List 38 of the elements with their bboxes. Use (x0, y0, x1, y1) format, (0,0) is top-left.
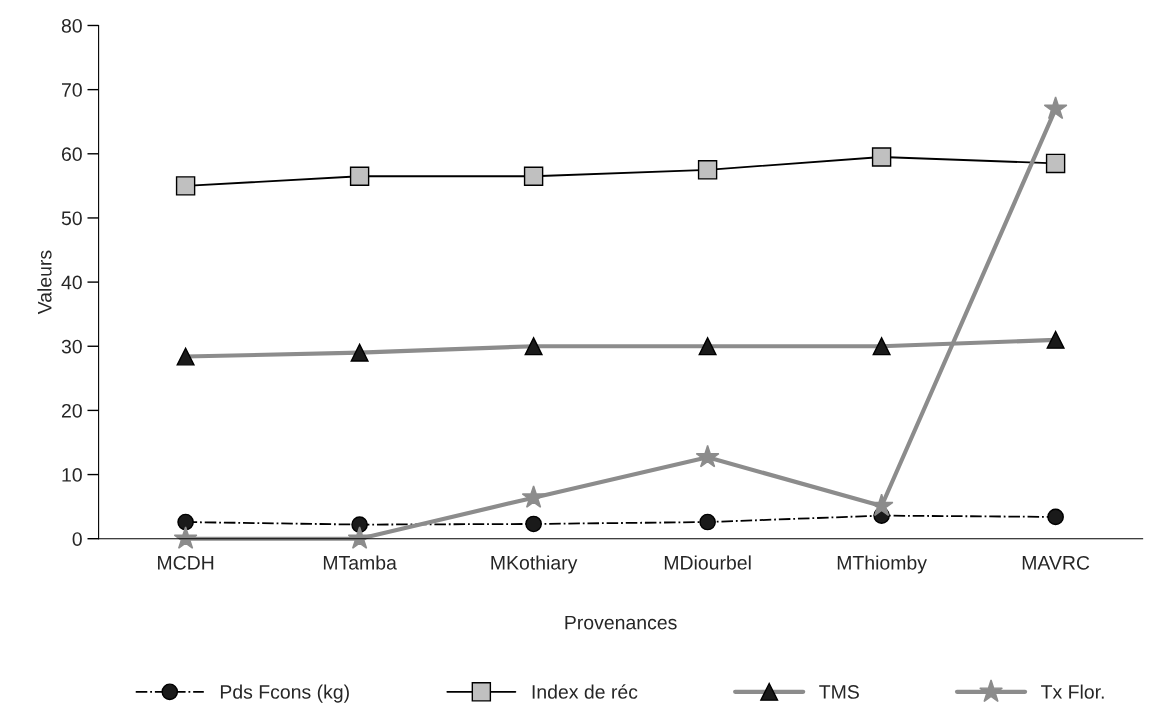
point (177, 513, 194, 531)
point (699, 513, 716, 531)
legend-label: Tx Flor. (1041, 684, 1104, 699)
legend-label: Index de réc (532, 684, 638, 699)
y-tick-label: 0 (72, 532, 82, 546)
y-tick-label: 30 (61, 339, 82, 354)
point (871, 147, 892, 167)
point (695, 444, 720, 468)
point (1047, 508, 1064, 526)
x-tick-label: MTamba (323, 555, 397, 570)
point (1045, 153, 1066, 174)
y-tick-label: 50 (61, 211, 82, 226)
y-axis-title: Valeurs (37, 250, 52, 315)
x-tick-label: MKothiary (491, 555, 578, 574)
point (349, 166, 370, 186)
legend-label: TMS (819, 685, 859, 699)
point (173, 526, 198, 549)
x-tick-label: MThiomby (837, 555, 927, 574)
y-tick-label: 60 (61, 147, 82, 162)
point (525, 515, 542, 533)
y-tick-label: 20 (61, 403, 82, 418)
point (521, 485, 546, 508)
x-tick-label: MDiourbel (664, 555, 751, 570)
y-tick-label: 70 (62, 83, 82, 97)
point (175, 176, 196, 196)
x-tick-label: MAVRC (1022, 555, 1090, 570)
y-tick-label: 40 (61, 275, 82, 290)
point (1043, 96, 1068, 120)
point (523, 166, 544, 186)
x-tick-label: MCDH (158, 555, 214, 570)
y-tick-label: 10 (62, 468, 82, 482)
point (347, 526, 372, 549)
legend-label: Pds Fcons (kg) (220, 684, 349, 703)
y-tick-label: 80 (61, 18, 82, 33)
point (697, 160, 718, 180)
point (351, 516, 368, 533)
x-axis-title: Provenances (565, 615, 677, 630)
point (869, 493, 894, 517)
